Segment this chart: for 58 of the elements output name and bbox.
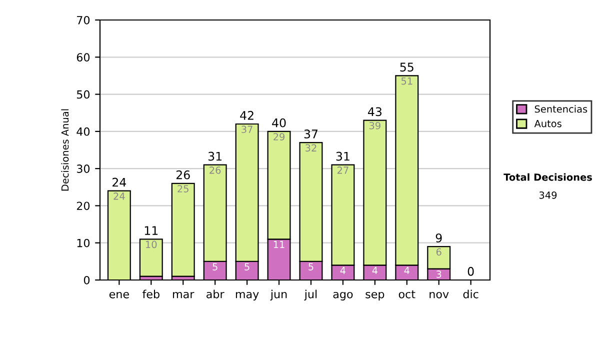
total-label: 43 xyxy=(368,107,382,116)
x-tick-label: sep xyxy=(366,292,384,300)
data-label: 11 xyxy=(274,240,284,248)
x-tick-label: oct xyxy=(398,290,416,298)
text: 349 xyxy=(539,191,557,199)
data-label: 29 xyxy=(274,133,285,140)
data-label: 26 xyxy=(210,166,221,174)
x-tick-label: jul xyxy=(304,290,317,300)
y-tick-label: 50 xyxy=(76,90,90,99)
total-label: 26 xyxy=(176,170,190,180)
total-label: 0 xyxy=(468,266,474,276)
total-label: 9 xyxy=(436,233,442,242)
total-label: 24 xyxy=(112,178,126,187)
y-tick-label: 40 xyxy=(76,127,90,136)
data-label: 4 xyxy=(404,266,410,274)
x-tick-label: jun xyxy=(270,290,287,300)
bar xyxy=(171,182,195,277)
total-label: 31 xyxy=(208,152,222,161)
x-tick-label: dic xyxy=(463,290,478,298)
data-label: 24 xyxy=(114,192,125,200)
x-tick-label: feb xyxy=(142,290,160,298)
data-label: 37 xyxy=(242,126,252,134)
data-label: 5 xyxy=(244,263,250,270)
data-label: 32 xyxy=(306,144,316,152)
total-label: 31 xyxy=(336,152,350,161)
legend-label: Autos xyxy=(534,120,562,128)
data-label: 5 xyxy=(308,263,314,270)
data-label: 3 xyxy=(436,270,442,278)
total-label: 42 xyxy=(240,110,254,120)
x-tick-label: ago xyxy=(333,292,353,300)
text: Total Decisiones xyxy=(504,173,592,181)
data-label: 4 xyxy=(340,266,346,274)
y-tick-label: 10 xyxy=(77,238,90,248)
y-tick-label: 60 xyxy=(76,53,90,62)
data-label: 39 xyxy=(369,122,380,130)
y-tick-label: 20 xyxy=(76,202,90,210)
data-label: 5 xyxy=(212,263,218,270)
bar xyxy=(139,238,163,277)
y-axis-title: Decisiones Anual xyxy=(61,109,69,191)
data-label: 27 xyxy=(337,166,348,174)
x-tick-label: mar xyxy=(173,292,194,298)
legend-label: Sentencias xyxy=(534,105,588,113)
data-label: 25 xyxy=(178,185,188,192)
y-tick-label: 0 xyxy=(84,276,90,284)
total-label: 37 xyxy=(304,129,318,138)
data-label: 4 xyxy=(372,266,378,274)
total-label: 40 xyxy=(272,118,286,128)
y-tick-label: 30 xyxy=(76,164,90,173)
x-tick-label: ene xyxy=(109,292,129,298)
x-tick-label: may xyxy=(236,292,259,300)
data-label: 6 xyxy=(436,248,442,256)
x-tick-label: nov xyxy=(430,292,449,298)
data-label: 10 xyxy=(146,240,157,248)
total-label: 11 xyxy=(144,226,158,235)
y-tick-label: 70 xyxy=(77,16,90,24)
data-label: 51 xyxy=(401,78,412,85)
total-label: 55 xyxy=(400,62,414,72)
x-tick-label: abr xyxy=(206,290,224,298)
